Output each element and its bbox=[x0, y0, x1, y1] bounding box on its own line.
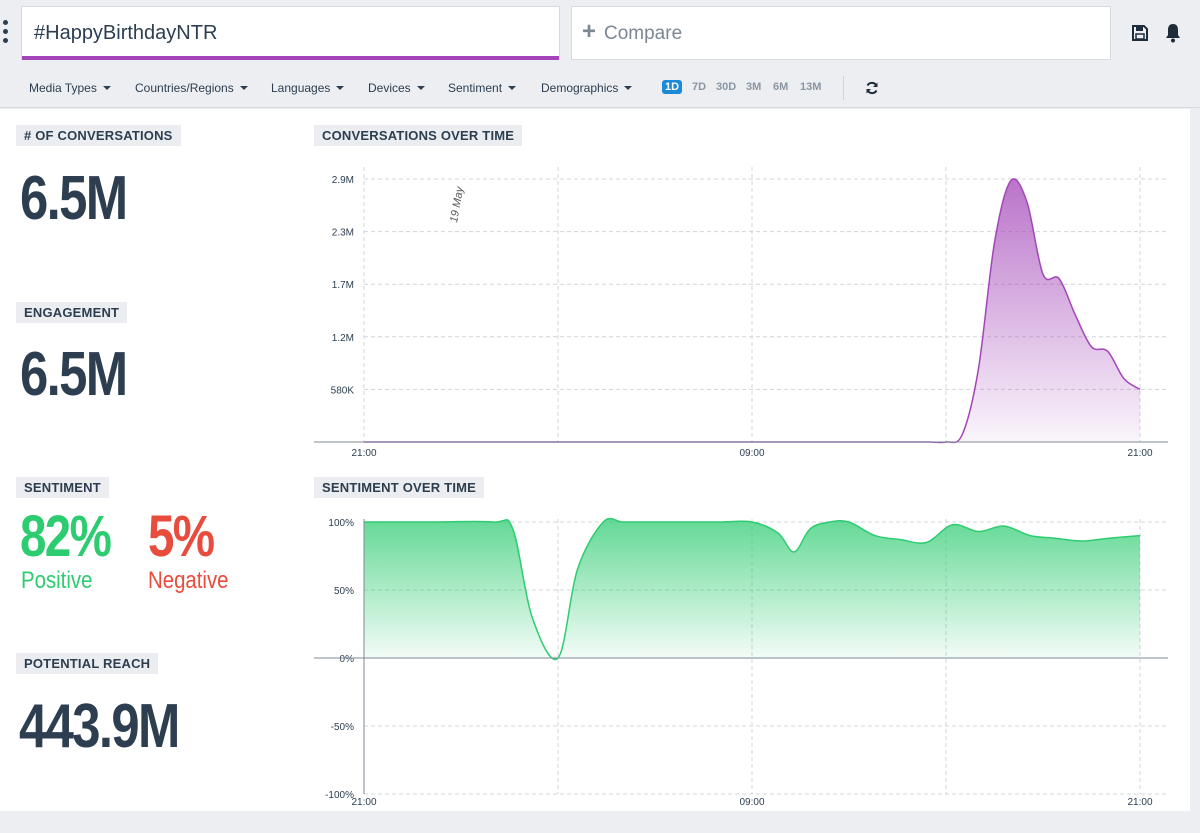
x-tick-label: 21:00 bbox=[351, 797, 376, 808]
y-tick-label: 1.2M bbox=[332, 333, 354, 344]
filter-label: Media Types bbox=[29, 81, 97, 95]
date-annotation: 19 May bbox=[448, 184, 466, 223]
y-tick-label: 50% bbox=[334, 586, 354, 597]
negative-label: Negative bbox=[148, 567, 229, 594]
engagement-value: 6.5M bbox=[20, 340, 128, 409]
filter-bar: Media Types Countries/Regions Languages … bbox=[0, 68, 1200, 108]
filter-languages[interactable]: Languages bbox=[271, 81, 345, 95]
filter-label: Demographics bbox=[541, 81, 619, 95]
x-tick-label: 21:00 bbox=[1127, 448, 1152, 459]
search-query-text: #HappyBirthdayNTR bbox=[34, 22, 218, 44]
conversations-chart-title: CONVERSATIONS OVER TIME bbox=[314, 125, 523, 146]
series-area bbox=[364, 518, 1140, 660]
dashboard-panel: # OF CONVERSATIONS 6.5M ENGAGEMENT 6.5M … bbox=[0, 109, 1190, 811]
conversations-value: 6.5M bbox=[20, 164, 128, 233]
y-tick-label: -100% bbox=[325, 790, 354, 801]
plus-icon: + bbox=[582, 18, 597, 45]
y-tick-label: 580K bbox=[331, 385, 355, 396]
range-30d[interactable]: 30D bbox=[716, 81, 737, 93]
sentiment-over-time-chart: 100%50%0%-50%-100%21:00 09:00 21:00 bbox=[314, 517, 1168, 808]
x-tick-label: 09:00 bbox=[739, 797, 764, 808]
filter-devices[interactable]: Devices bbox=[368, 81, 425, 95]
y-tick-label: -50% bbox=[331, 722, 354, 733]
x-tick-label: 09:00 bbox=[739, 448, 764, 459]
filter-media-types[interactable]: Media Types bbox=[29, 81, 111, 95]
filter-demographics[interactable]: Demographics bbox=[541, 81, 633, 95]
search-query-box[interactable]: #HappyBirthdayNTR bbox=[21, 6, 560, 60]
search-active-underline bbox=[22, 56, 559, 60]
filter-label: Sentiment bbox=[448, 81, 503, 95]
top-bar: #HappyBirthdayNTR + Compare bbox=[0, 0, 1200, 68]
range-13m[interactable]: 13M bbox=[800, 81, 822, 93]
save-icon[interactable] bbox=[1131, 24, 1149, 42]
filter-sentiment[interactable]: Sentiment bbox=[448, 81, 517, 95]
filter-countries-regions[interactable]: Countries/Regions bbox=[135, 81, 248, 95]
compare-box[interactable]: + Compare bbox=[571, 6, 1111, 60]
compare-label: Compare bbox=[604, 23, 683, 44]
engagement-label: ENGAGEMENT bbox=[16, 302, 128, 323]
range-3m[interactable]: 3M bbox=[746, 81, 762, 93]
caret-down-icon bbox=[239, 86, 248, 90]
conversations-over-time-chart: 580K 1.2M 1.7M 2.3M 2.9M 21:00 09:00 21:00 19 Ma… bbox=[314, 167, 1168, 459]
caret-down-icon bbox=[624, 86, 633, 90]
y-tick-label: 100% bbox=[328, 518, 354, 529]
potential-reach-label: POTENTIAL REACH bbox=[16, 653, 159, 674]
caret-down-icon bbox=[508, 86, 517, 90]
y-tick-label: 0% bbox=[340, 654, 355, 665]
range-7d[interactable]: 7D bbox=[692, 81, 707, 93]
negative-percent: 5% bbox=[148, 504, 215, 569]
filter-label: Languages bbox=[271, 81, 331, 95]
conversations-label: # OF CONVERSATIONS bbox=[16, 125, 181, 146]
caret-down-icon bbox=[416, 86, 425, 90]
more-menu-icon[interactable] bbox=[3, 20, 11, 46]
y-tick-label: 2.9M bbox=[332, 175, 354, 186]
potential-reach-value: 443.9M bbox=[19, 692, 180, 761]
positive-label: Positive bbox=[21, 567, 93, 594]
bell-icon[interactable] bbox=[1164, 23, 1182, 43]
series-line bbox=[363, 517, 1141, 661]
y-tick-label: 2.3M bbox=[332, 228, 354, 239]
caret-down-icon bbox=[102, 86, 111, 90]
x-tick-label: 21:00 bbox=[1127, 797, 1152, 808]
sentiment-chart-title: SENTIMENT OVER TIME bbox=[314, 477, 485, 498]
refresh-icon[interactable] bbox=[865, 81, 879, 95]
filter-label: Devices bbox=[368, 81, 411, 95]
y-tick-label: 1.7M bbox=[332, 280, 354, 291]
filter-label: Countries/Regions bbox=[135, 81, 234, 95]
series-area bbox=[364, 178, 1140, 443]
range-1d[interactable]: 1D bbox=[662, 80, 683, 94]
positive-percent: 82% bbox=[20, 504, 112, 569]
x-tick-label: 21:00 bbox=[351, 448, 376, 459]
sentiment-label: SENTIMENT bbox=[16, 477, 109, 498]
caret-down-icon bbox=[336, 86, 345, 90]
divider bbox=[843, 76, 844, 100]
range-6m[interactable]: 6M bbox=[773, 81, 789, 93]
